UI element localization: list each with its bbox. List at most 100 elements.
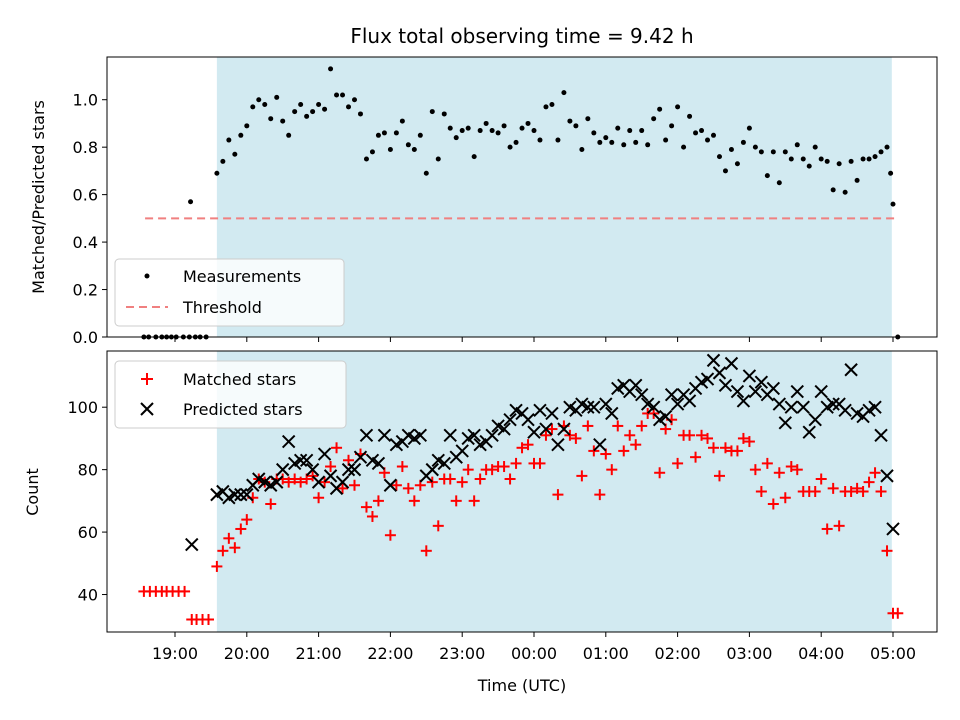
predicted-star-marker: [581, 400, 595, 414]
predicted-star-marker: [868, 400, 882, 414]
matched-star-marker: [731, 445, 743, 457]
legend-predicted-marker: [140, 402, 154, 416]
predicted-star-marker: [527, 425, 541, 439]
predicted-star-marker: [634, 388, 649, 402]
predicted-star-marker: [664, 388, 679, 402]
matched-star-marker: [325, 461, 337, 473]
predicted-star-marker: [766, 381, 781, 396]
predicted-star-marker: [353, 450, 368, 464]
measurement-point: [405, 142, 411, 148]
matched-star-marker: [564, 429, 576, 441]
predicted-star-marker: [293, 453, 308, 467]
predicted-star-marker: [724, 356, 739, 371]
measurement-point: [872, 154, 878, 160]
predicted-star-marker: [359, 428, 374, 443]
measurement-point: [812, 144, 818, 150]
matched-star-marker: [366, 510, 378, 522]
predicted-star-marker: [718, 378, 733, 393]
matched-star-marker: [432, 520, 444, 532]
predicted-star-marker: [670, 397, 685, 411]
bottom-y-axis-label: Count: [23, 468, 42, 516]
matched-star-marker: [289, 473, 301, 485]
matched-star-marker: [630, 439, 642, 451]
predicted-star-marker: [539, 422, 553, 436]
predicted-star-marker: [646, 400, 661, 414]
matched-star-marker: [229, 542, 241, 554]
matched-star-marker: [708, 442, 719, 454]
measurement-point: [788, 156, 794, 162]
matched-star-marker: [360, 501, 372, 513]
matched-star-marker: [570, 432, 582, 444]
predicted-star-marker: [730, 384, 745, 399]
measurement-point: [519, 125, 525, 131]
measurement-point: [256, 97, 262, 103]
top-y-tick-label: 1.0: [73, 91, 98, 110]
matched-star-marker: [892, 607, 904, 619]
measurement-point: [250, 104, 256, 110]
measurement-point: [842, 189, 848, 195]
x-axis-label: Time (UTC): [477, 676, 566, 695]
measurement-point: [567, 118, 573, 124]
measurement-point: [621, 142, 627, 148]
measurement-point: [585, 116, 591, 122]
measurement-point: [888, 170, 894, 176]
measurement-point: [334, 92, 340, 98]
matched-star-marker: [337, 482, 349, 494]
top-plot-frame: [106, 56, 938, 338]
matched-star-marker: [462, 464, 474, 476]
predicted-star-marker: [497, 422, 511, 436]
matched-star-marker: [791, 464, 803, 476]
bottom-y-tick-label: 40: [78, 586, 98, 605]
matched-star-marker: [851, 482, 863, 494]
predicted-star-marker: [240, 487, 254, 502]
matched-star-marker: [319, 476, 331, 488]
measurement-point: [244, 123, 250, 129]
measurement-point: [663, 137, 669, 143]
measurement-point: [722, 168, 728, 174]
measurement-point: [711, 132, 716, 138]
measurement-point: [238, 132, 244, 138]
measurement-point: [860, 156, 866, 162]
measurement-point: [357, 111, 363, 117]
top-y-tick-label: 0.2: [73, 281, 98, 300]
predicted-star-marker: [299, 453, 314, 467]
measurement-point: [555, 137, 561, 143]
measurement-point: [675, 104, 681, 110]
predicted-star-marker: [443, 428, 457, 443]
legend-threshold-label: Threshold: [182, 298, 262, 317]
matched-star-marker: [295, 476, 307, 488]
measurement-point: [352, 97, 357, 103]
matched-star-marker: [582, 420, 594, 432]
measurement-point: [758, 149, 764, 155]
measurement-point: [435, 156, 441, 162]
measurement-point: [728, 147, 734, 153]
predicted-star-marker: [521, 412, 535, 427]
matched-star-marker: [498, 461, 510, 473]
matched-star-marker: [241, 514, 253, 526]
matched-star-marker: [755, 486, 767, 497]
measurement-point: [818, 156, 824, 162]
bottom-y-tick-label: 80: [78, 461, 98, 480]
x-tick-label: 02:00: [655, 644, 701, 663]
predicted-star-marker: [593, 437, 607, 452]
measurement-point: [495, 130, 501, 136]
top-legend: Measurements Threshold: [114, 258, 345, 327]
matched-star-marker: [468, 495, 480, 507]
matched-star-marker: [540, 429, 552, 441]
predicted-star-marker: [712, 366, 727, 380]
measurement-point: [310, 109, 316, 115]
measurement-point: [441, 111, 447, 117]
top-y-tick-label: 0.0: [73, 328, 98, 347]
measurement-point: [836, 161, 842, 167]
bottom-y-tick-label: 100: [67, 398, 98, 417]
matched-star-marker: [761, 457, 773, 469]
matched-star-marker: [396, 461, 408, 473]
measurement-point: [573, 123, 579, 129]
measurement-point: [603, 135, 609, 141]
matched-star-marker: [552, 489, 564, 501]
measurement-point: [561, 90, 567, 96]
predicted-star-marker: [784, 400, 798, 414]
matched-star-marker: [785, 461, 797, 473]
measurement-point: [806, 163, 812, 169]
predicted-star-marker: [826, 397, 840, 411]
